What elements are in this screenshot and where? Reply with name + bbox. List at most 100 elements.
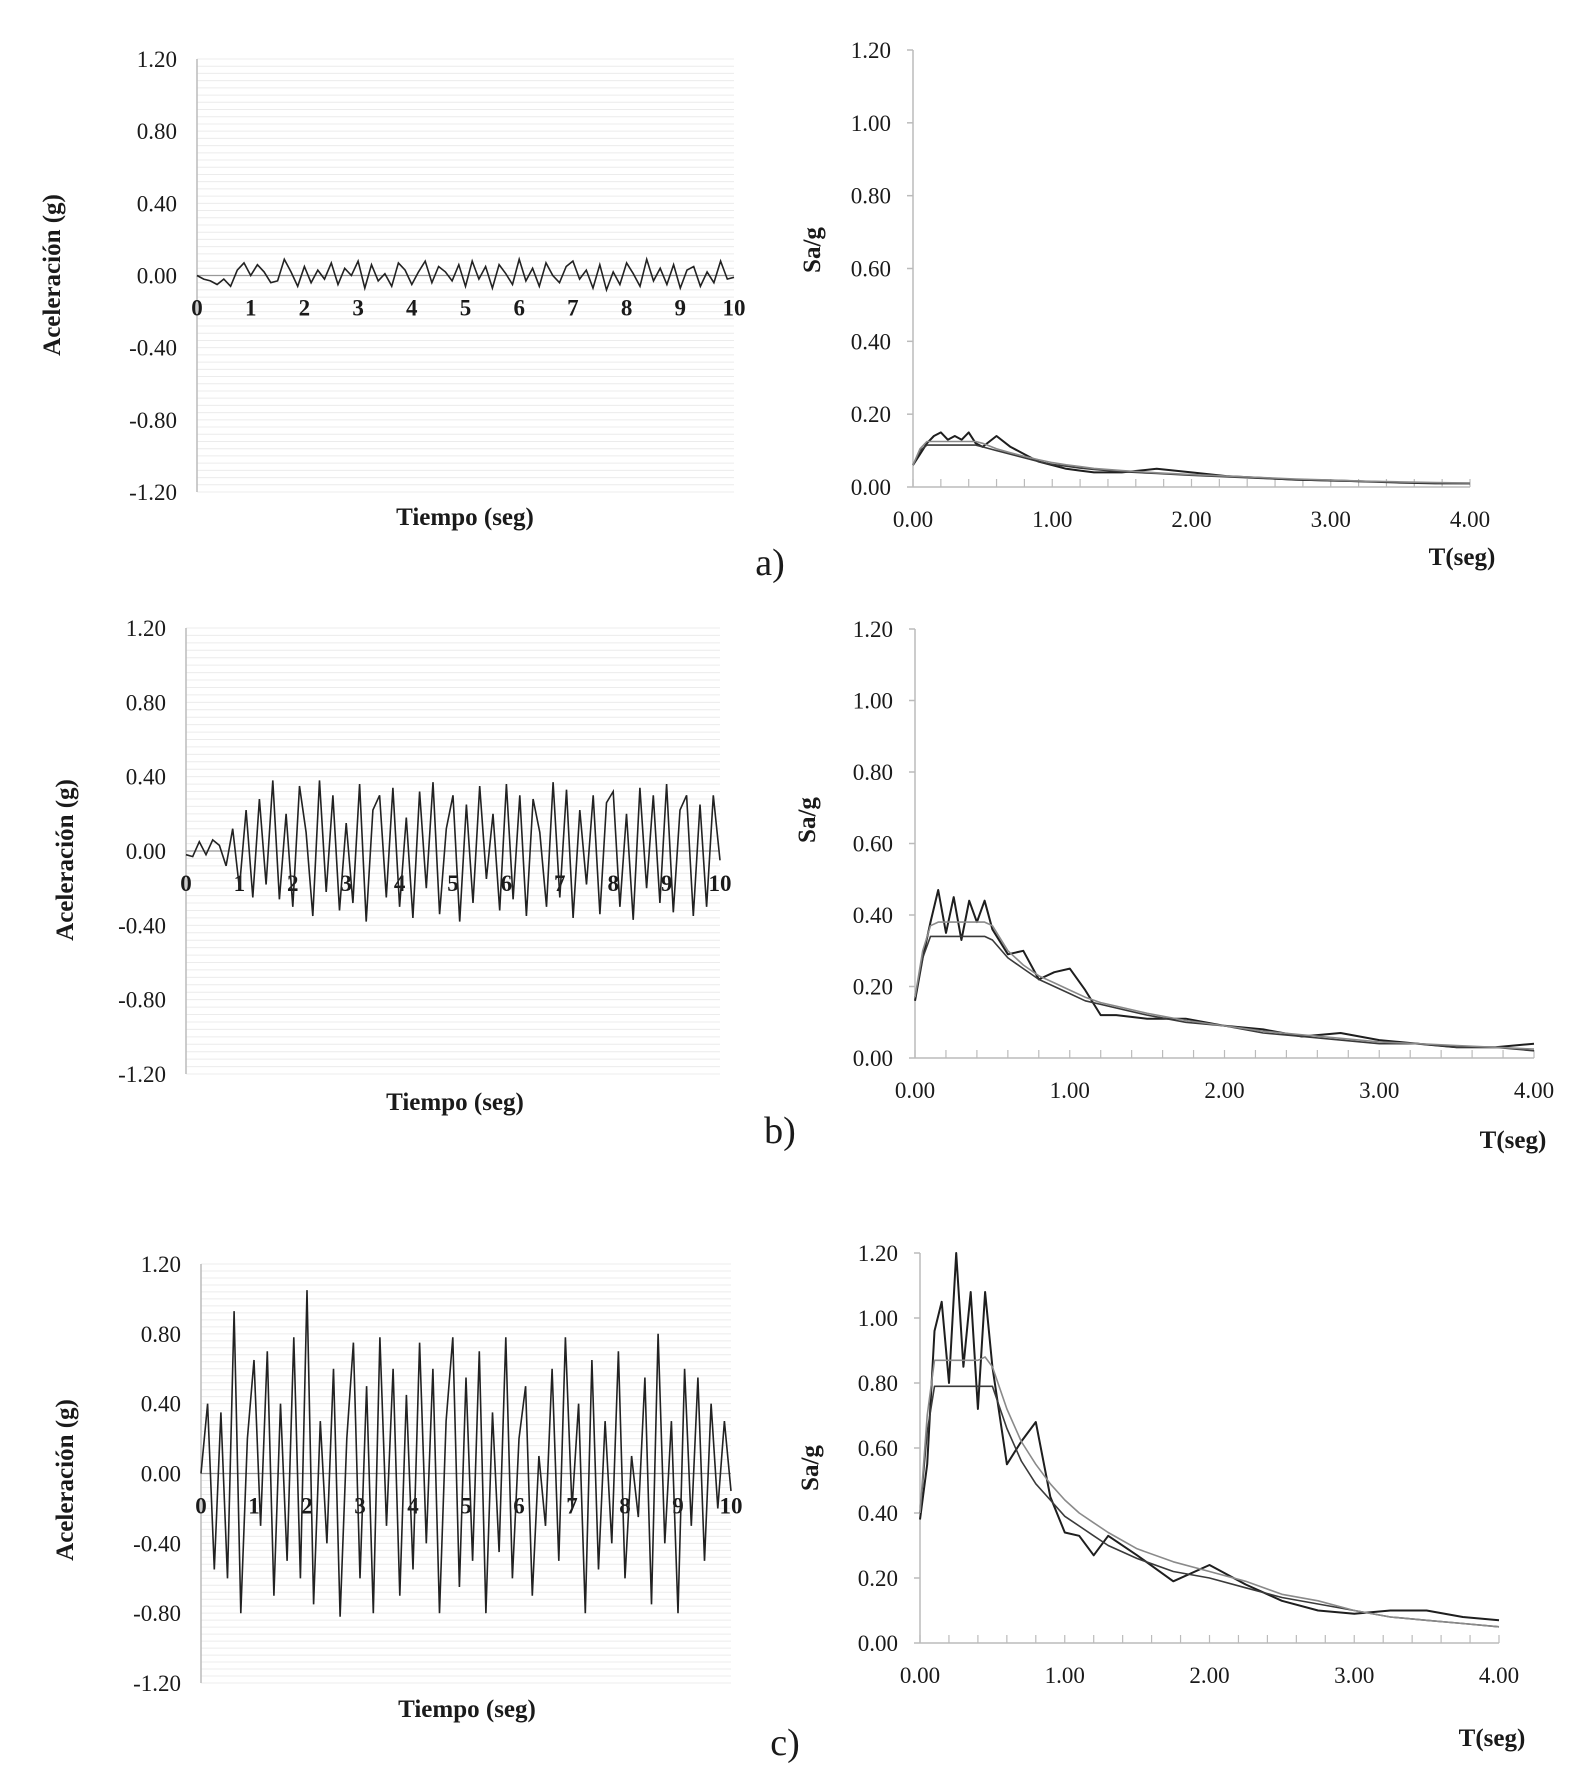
chart-c-accelerogram: 1.200.800.400.00-0.40-0.80-1.200 1 2 3 4 5 6 7 8… xyxy=(52,1252,743,1723)
y-tick-label: 0.00 xyxy=(126,839,166,864)
x-tick-label: 0.00 xyxy=(895,1078,935,1103)
y-tick-label: 0.40 xyxy=(858,1501,898,1526)
y-tick-label: 0.80 xyxy=(126,690,166,715)
x-tick-label: 10 xyxy=(723,296,746,321)
x-tick-label: 10 xyxy=(709,871,732,896)
x-tick-label: 4 xyxy=(406,296,418,321)
y-tick-label: 0.60 xyxy=(858,1436,898,1461)
spectrum-series-record xyxy=(919,1252,1500,1622)
y-tick-label: 0.00 xyxy=(858,1631,898,1656)
y-tick-label: 1.20 xyxy=(853,617,893,642)
x-tick-label: 9 xyxy=(672,1494,684,1519)
y-tick-label: -0.80 xyxy=(118,988,166,1013)
x-tick-label: 0.00 xyxy=(900,1663,940,1688)
x-tick-label: 2.00 xyxy=(1204,1078,1244,1103)
spectrum-series-spectrum-2 xyxy=(914,921,1535,1050)
spectrum-series-spectrum-2 xyxy=(919,1356,1500,1628)
acceleration-series xyxy=(185,780,721,922)
chart-b-spectrum: 0.00 0.20 0.40 0.60 0.80 1.00 1.20 0.00 1.00 2.00… xyxy=(764,617,1554,1154)
x-tick-label: 3 xyxy=(354,1494,366,1519)
x-axis-title: Tiempo (seg) xyxy=(398,1696,536,1723)
x-axis-title: T(seg) xyxy=(1429,544,1496,571)
y-tick-label: -0.40 xyxy=(129,336,177,361)
y-tick-label: 0.20 xyxy=(851,402,891,427)
acceleration-series xyxy=(200,1290,732,1617)
x-tick-label: 2 xyxy=(299,296,311,321)
x-tick-label: 6 xyxy=(513,1494,525,1519)
x-tick-label: 5 xyxy=(460,1494,472,1519)
y-tick-label: 1.20 xyxy=(126,616,166,641)
y-tick-label: -1.20 xyxy=(118,1062,166,1087)
x-tick-label: 4 xyxy=(407,1494,419,1519)
x-tick-label: 1 xyxy=(245,296,257,321)
x-tick-label: 4.00 xyxy=(1479,1663,1519,1688)
x-tick-label: 8 xyxy=(621,296,633,321)
y-tick-label: 1.00 xyxy=(853,689,893,714)
x-tick-label: 9 xyxy=(661,871,673,896)
x-tick-label: 6 xyxy=(501,871,513,896)
y-tick-label: -0.40 xyxy=(133,1531,181,1556)
y-axis-title: Sa/g xyxy=(797,1445,824,1491)
y-tick-label: 0.20 xyxy=(853,975,893,1000)
x-tick-label: 0 xyxy=(195,1494,207,1519)
acceleration-series xyxy=(196,256,735,293)
panel-label: c) xyxy=(770,1722,800,1764)
y-tick-label: -0.80 xyxy=(133,1601,181,1626)
x-tick-label: 10 xyxy=(720,1494,743,1519)
y-tick-label: 0.80 xyxy=(851,184,891,209)
y-tick-label: 0.80 xyxy=(853,760,893,785)
x-tick-label: 1.00 xyxy=(1050,1078,1090,1103)
x-tick-label: 2.00 xyxy=(1189,1663,1229,1688)
x-tick-label: 3.00 xyxy=(1359,1078,1399,1103)
y-tick-label: -0.40 xyxy=(118,913,166,938)
x-tick-label: 6 xyxy=(513,296,525,321)
spectrum-series-record xyxy=(914,889,1535,1049)
x-tick-label: 0.00 xyxy=(893,507,933,532)
y-tick-label: 0.40 xyxy=(853,903,893,928)
spectrum-series-spectrum-1 xyxy=(912,444,1471,485)
x-tick-label: 7 xyxy=(567,296,579,321)
x-tick-label: 1 xyxy=(248,1494,260,1519)
y-tick-label: 0.80 xyxy=(141,1322,181,1347)
x-tick-label: 7 xyxy=(554,871,566,896)
y-tick-label: 0.80 xyxy=(858,1371,898,1396)
x-tick-label: 4.00 xyxy=(1450,507,1490,532)
x-tick-label: 1.00 xyxy=(1032,507,1072,532)
y-tick-label: 0.40 xyxy=(851,329,891,354)
y-tick-label: 0.40 xyxy=(126,765,166,790)
y-tick-label: 0.00 xyxy=(853,1046,893,1071)
x-tick-label: 9 xyxy=(675,296,687,321)
y-tick-label: 1.20 xyxy=(851,38,891,63)
chart-a-accelerogram: 1.20 0.80 0.40 0.00 -0.40 -0.80 -1.20 0 1 2 3 4 5 6 7 8… xyxy=(39,47,746,531)
y-tick-label: 0.40 xyxy=(141,1392,181,1417)
y-tick-label: 0.00 xyxy=(137,264,177,289)
chart-a-spectrum: 0.00 0.20 0.40 0.60 0.80 1.00 1.20 0.00 1.00 2.00… xyxy=(755,38,1495,584)
y-axis-title: Aceleración (g) xyxy=(52,1399,79,1561)
y-tick-label: 0.00 xyxy=(141,1462,181,1487)
x-axis-title: T(seg) xyxy=(1459,1725,1526,1752)
y-tick-label: 1.20 xyxy=(141,1252,181,1277)
y-tick-label: 0.60 xyxy=(851,257,891,282)
y-tick-label: 1.20 xyxy=(137,47,177,72)
y-tick-label: -1.20 xyxy=(133,1671,181,1696)
y-axis-title: Sa/g xyxy=(794,797,821,843)
x-axis-title: T(seg) xyxy=(1480,1127,1547,1154)
y-axis-title: Aceleración (g) xyxy=(52,779,79,941)
x-axis-title: Tiempo (seg) xyxy=(396,504,534,531)
x-tick-label: 2 xyxy=(301,1494,313,1519)
x-tick-label: 3 xyxy=(352,296,364,321)
x-tick-label: 3.00 xyxy=(1334,1663,1374,1688)
panel-label: a) xyxy=(755,542,785,584)
x-tick-label: 3.00 xyxy=(1311,507,1351,532)
y-axis-title: Sa/g xyxy=(799,227,826,273)
x-axis-title: Tiempo (seg) xyxy=(386,1089,524,1116)
y-tick-label: 0.00 xyxy=(851,475,891,500)
y-tick-label: 0.80 xyxy=(137,119,177,144)
x-tick-label: 5 xyxy=(447,871,459,896)
x-tick-label: 3 xyxy=(340,871,352,896)
x-tick-label: 0 xyxy=(191,296,203,321)
spectrum-series-spectrum-1 xyxy=(914,935,1535,1052)
y-tick-label: 1.20 xyxy=(858,1241,898,1266)
x-tick-label: 0 xyxy=(180,871,192,896)
y-tick-label: 0.40 xyxy=(137,191,177,216)
